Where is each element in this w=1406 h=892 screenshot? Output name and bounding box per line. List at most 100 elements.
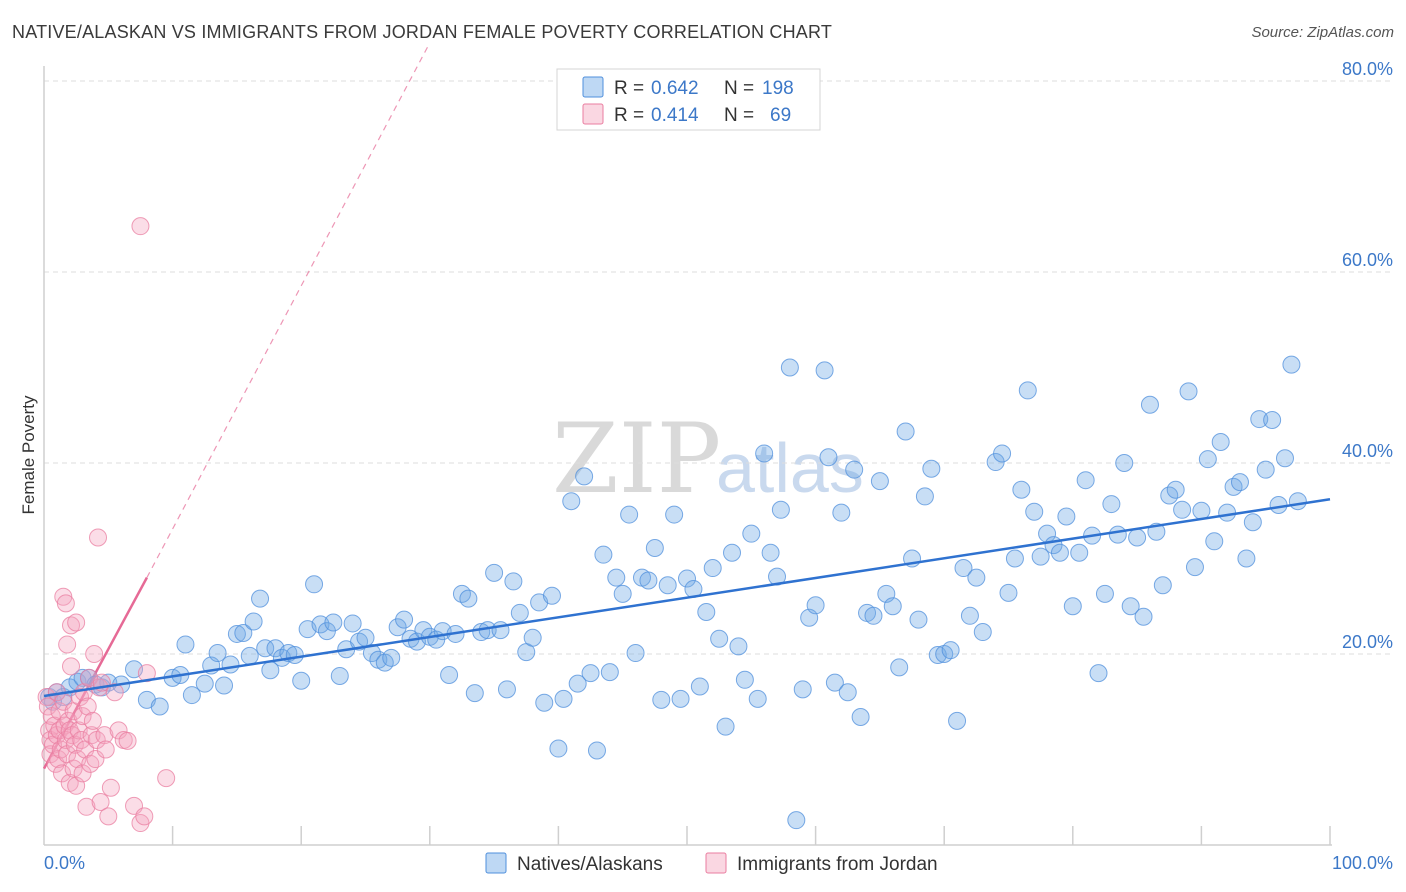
natives-point (568, 674, 587, 693)
natives-point (1282, 355, 1301, 374)
jordan-point (50, 702, 69, 721)
natives-point (256, 639, 275, 658)
jordan-point (82, 726, 101, 745)
natives-point (1179, 382, 1198, 401)
natives-point (305, 575, 324, 594)
natives-point (658, 576, 677, 595)
natives-point (362, 644, 381, 663)
natives-point (819, 448, 838, 467)
x-tick-label-min: 0.0% (44, 853, 85, 873)
natives-point (678, 569, 696, 588)
natives-point (1211, 432, 1230, 451)
natives-point (1050, 543, 1069, 562)
natives-point (497, 680, 516, 699)
legend-r-label-jordan: R = (614, 105, 644, 126)
jordan-point (109, 721, 128, 740)
natives-point (395, 610, 414, 629)
natives-point (1288, 492, 1307, 511)
natives-point (1012, 480, 1031, 499)
natives-point (1250, 410, 1269, 429)
legend-r-label-natives: R = (614, 78, 644, 99)
source-label: Source: ZipAtlas.com (1251, 24, 1394, 41)
natives-point (1218, 503, 1237, 522)
natives-point (1153, 576, 1172, 595)
natives-point (665, 505, 684, 524)
natives-point (221, 655, 240, 674)
natives-point (1205, 532, 1224, 551)
natives-point (742, 524, 761, 543)
natives-point (915, 487, 934, 506)
natives-point (607, 568, 626, 587)
natives-point (1256, 460, 1275, 479)
natives-point (208, 644, 227, 663)
natives-point (562, 492, 581, 511)
natives-point (240, 646, 259, 665)
natives-point (510, 603, 529, 622)
natives-point (890, 658, 909, 677)
natives-point (523, 628, 542, 647)
natives-point (793, 680, 812, 699)
jordan-point (101, 778, 120, 797)
natives-point (1237, 549, 1256, 568)
natives-point (195, 674, 214, 693)
natives-point (459, 589, 478, 608)
natives-point (1031, 547, 1050, 566)
natives-point (652, 690, 671, 709)
natives-point (227, 624, 246, 643)
jordan-point (73, 707, 92, 726)
natives-point (710, 629, 729, 648)
jordan-point (91, 793, 110, 812)
natives-point (1095, 584, 1114, 603)
legend-r-value-natives: 0.642 (651, 78, 699, 99)
tick-labels: 20.0% 40.0% 60.0% 80.0% 0.0% 100.0% (44, 59, 1393, 873)
natives-point (864, 606, 883, 625)
natives-point (729, 637, 748, 656)
legend-swatch-jordan (582, 103, 604, 125)
natives-point (838, 683, 857, 702)
natives-point (748, 689, 767, 708)
watermark-atlas: atlas (716, 429, 864, 507)
natives-point (600, 663, 619, 682)
natives-point (1102, 495, 1121, 514)
natives-point (554, 689, 573, 708)
natives-point (343, 614, 362, 633)
natives-point (690, 677, 709, 696)
jordan-point (157, 769, 176, 788)
natives-point (613, 584, 632, 603)
jordan-point (60, 721, 79, 740)
jordan-point (105, 683, 124, 702)
natives-point (1263, 411, 1282, 430)
jordan-point (53, 764, 72, 783)
natives-point (851, 708, 870, 727)
natives-point (735, 670, 754, 689)
natives-point (587, 741, 606, 760)
correlation-legend: R = 0.642 N = 198 R = 0.414 N = 69 (556, 68, 821, 131)
natives-point (244, 612, 263, 631)
natives-point (671, 689, 690, 708)
natives-point (973, 623, 992, 642)
natives-point (485, 563, 504, 582)
natives-point (150, 697, 169, 716)
legend-n-label-jordan: N = (724, 105, 754, 126)
natives-point (870, 472, 889, 491)
natives-point (504, 572, 523, 591)
jordan-point (67, 613, 86, 632)
y-tick-label-60: 60.0% (1342, 250, 1393, 270)
natives-point (780, 358, 799, 377)
jordan-point (62, 616, 81, 635)
natives-trend (43, 498, 1331, 698)
natives-point (1185, 558, 1204, 577)
jordan-point (83, 711, 102, 730)
natives-point (251, 589, 270, 608)
natives-point (1134, 607, 1153, 626)
bottom-legend-natives: Natives/Alaskans (517, 854, 663, 875)
natives-point (324, 613, 343, 632)
jordan-point (56, 594, 75, 613)
natives-point (542, 586, 561, 605)
natives-point (1076, 471, 1095, 490)
natives-point (883, 597, 902, 616)
natives-point (581, 664, 600, 683)
natives-point (535, 693, 554, 712)
y-axis-label: Female Poverty (19, 395, 38, 515)
